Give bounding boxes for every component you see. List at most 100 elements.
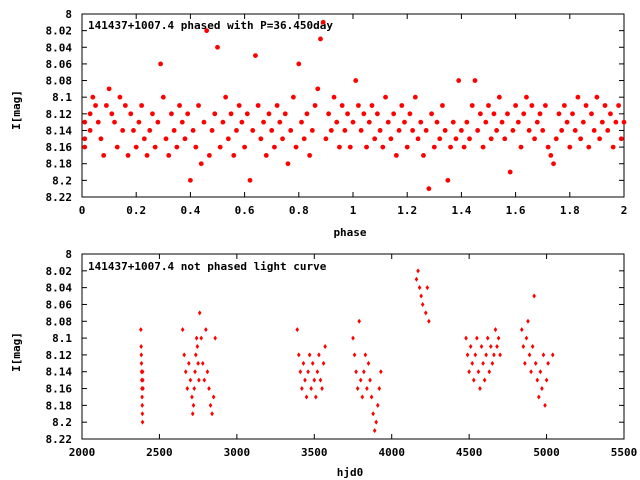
unphased-data-point [304, 394, 309, 400]
phased-data-point [342, 128, 348, 133]
unphased-data-point [487, 369, 492, 375]
phased-data-point [196, 103, 201, 108]
phased-data-point [358, 128, 364, 133]
unphased-light-curve-panel: 141437+1007.4 not phased light curve hjd… [10, 248, 637, 479]
phased-data-point [583, 103, 589, 108]
unphased-data-point [357, 318, 361, 324]
unphased-data-point [139, 352, 144, 358]
phased-data-point [120, 128, 126, 133]
phased-data-point [206, 153, 212, 158]
unphased-data-point [182, 352, 187, 358]
unphased-data-point [295, 327, 300, 333]
phased-data-point [117, 94, 123, 100]
unphased-data-point [139, 360, 144, 366]
unphased-data-point [194, 352, 198, 358]
phased-data-point [418, 119, 424, 125]
unphased-data-point [141, 386, 145, 392]
unphased-data-point [417, 285, 422, 291]
phased-data-point [572, 128, 578, 133]
unphased-data-point [183, 369, 188, 375]
phased-data-point [177, 103, 182, 108]
phased-data-point [169, 111, 174, 117]
phased-data-point [442, 128, 448, 133]
phased-data-point [353, 78, 359, 83]
phased-data-point [174, 144, 180, 150]
unphased-data-point [303, 377, 307, 383]
unphased-data-point [211, 394, 216, 400]
unphased-data-point [358, 377, 363, 383]
unphased-data-point [379, 369, 383, 375]
unphased-data-point [194, 335, 199, 341]
phased-data-point [239, 119, 245, 125]
phased-data-point [220, 119, 226, 125]
phased-data-point [201, 119, 207, 125]
unphased-data-point [482, 377, 487, 383]
phased-data-point [559, 128, 565, 133]
unphased-data-point [495, 344, 499, 349]
unphased-data-point [187, 360, 191, 366]
unphased-data-point [533, 360, 538, 366]
phased-data-point [515, 119, 521, 125]
phased-data-point [301, 136, 307, 142]
unphased-data-point [297, 352, 301, 358]
unphased-data-point [320, 386, 324, 392]
unphased-chart-title: 141437+1007.4 not phased light curve [88, 260, 327, 273]
unphased-data-point [190, 394, 194, 400]
unphased-y-axis-label: I[mag] [10, 332, 23, 372]
unphased-data-point [374, 419, 379, 425]
phased-data-point [82, 144, 88, 150]
phased-data-point [103, 103, 109, 108]
phased-data-point [315, 86, 321, 92]
phased-y-tick-label: 8 [65, 8, 72, 21]
phased-data-point [215, 44, 220, 50]
phased-data-point [323, 136, 329, 142]
phased-data-point [87, 111, 93, 117]
unphased-data-point [213, 335, 217, 341]
phased-data-point [101, 153, 107, 158]
unphased-data-point [202, 377, 207, 383]
unphased-data-point [465, 352, 470, 358]
phased-data-point [388, 136, 394, 142]
phased-data-point [534, 119, 540, 125]
unphased-data-point [300, 386, 304, 392]
phased-data-point [553, 136, 559, 142]
unphased-data-point [197, 310, 202, 316]
unphased-y-tick-label: 8.12 [46, 349, 73, 362]
unphased-data-point [372, 428, 377, 434]
phased-data-point [483, 119, 489, 125]
phased-data-point [369, 103, 375, 108]
unphased-data-point [355, 386, 360, 392]
unphased-data-point [318, 377, 323, 383]
phased-data-point [125, 153, 131, 158]
phased-data-point [610, 144, 616, 150]
phased-data-point [580, 119, 586, 125]
phased-data-point [247, 177, 253, 183]
unphased-data-point [306, 369, 310, 375]
phased-data-point [618, 136, 624, 142]
phased-data-point [434, 119, 440, 125]
unphased-data-point [314, 394, 318, 400]
phased-data-point [285, 161, 291, 167]
unphased-y-tick-label: 8.1 [52, 332, 72, 345]
unphased-data-point [526, 318, 530, 324]
unphased-data-point [352, 352, 357, 358]
phased-data-point [594, 94, 600, 100]
phased-data-point [299, 119, 304, 125]
phased-data-point [385, 119, 391, 125]
phased-data-point [136, 119, 142, 125]
phased-data-point [261, 119, 266, 125]
unphased-y-tick-label: 8.22 [46, 433, 73, 446]
unphased-x-tick-label: 3000 [224, 446, 251, 459]
phased-x-tick-label: 1.2 [397, 204, 417, 217]
phased-data-point [602, 103, 608, 108]
unphased-data-point [377, 386, 382, 392]
phased-data-point [318, 36, 323, 42]
phased-y-tick-label: 8.08 [46, 75, 73, 88]
unphased-x-tick-label: 4500 [456, 446, 483, 459]
phased-y-tick-label: 8.16 [46, 141, 73, 154]
unphased-data-point [354, 369, 358, 375]
phased-data-point [217, 144, 223, 150]
unphased-data-point [550, 352, 555, 358]
unphased-data-point [140, 402, 145, 408]
